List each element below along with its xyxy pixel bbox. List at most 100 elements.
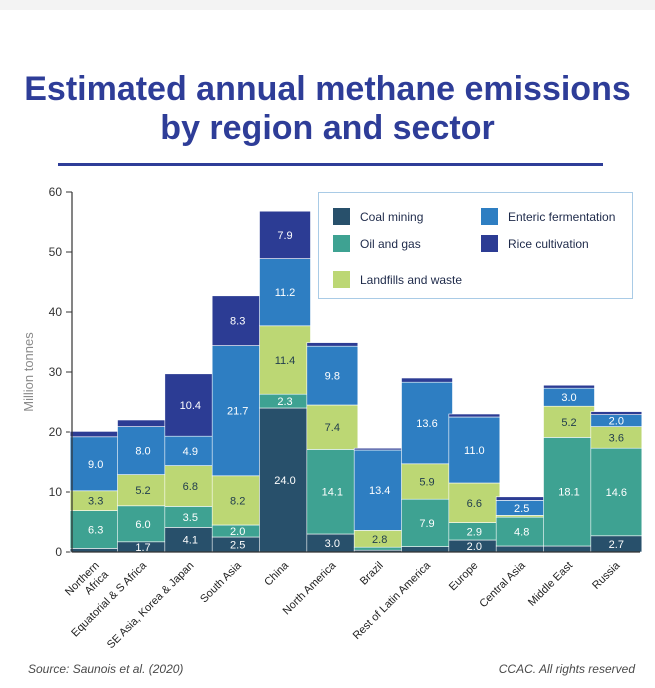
- bar-segment-rice: [164, 373, 217, 437]
- bar-segment-rice: [306, 342, 359, 347]
- data-label: 4.1: [183, 535, 198, 547]
- bar-segment-enteric: [401, 381, 453, 465]
- bar-segment-landfills: [259, 325, 311, 395]
- bar-segment-coal: [401, 546, 453, 553]
- bar-segment-rice: [448, 413, 501, 418]
- bar-segment-enteric: [259, 258, 311, 327]
- data-label: 5.2: [135, 485, 150, 497]
- data-label: 2.8: [372, 534, 387, 546]
- bar-segment-oilgas: [117, 505, 169, 543]
- bar-segment-rice: [211, 295, 264, 346]
- data-label: 13.4: [369, 485, 390, 497]
- data-label: 10.4: [180, 400, 201, 412]
- bar-segment-landfills: [543, 405, 595, 438]
- data-label: 5.9: [419, 477, 434, 489]
- bar-segment-landfills: [211, 475, 264, 526]
- legend-label: Enteric fermentation: [508, 209, 616, 224]
- data-label: 13.6: [416, 418, 437, 430]
- source-note: Source: Saunois et al. (2020): [28, 662, 184, 676]
- data-label: 2.0: [467, 541, 482, 553]
- bar-segment-oilgas: [69, 510, 122, 549]
- bar-segment-enteric: [353, 449, 406, 531]
- data-label: 9.0: [88, 459, 103, 471]
- bar-segment-oilgas: [495, 516, 548, 547]
- x-tick-label-line: Europe: [447, 560, 481, 594]
- data-label: 21.7: [227, 406, 248, 418]
- data-label: 3.5: [183, 512, 198, 524]
- y-tick-label: 0: [55, 545, 62, 559]
- bar-segment-coal: [495, 545, 548, 553]
- bar-segment-rice: [69, 431, 122, 438]
- data-label: 2.0: [230, 526, 245, 538]
- bar-segment-oilgas: [543, 437, 595, 547]
- data-label: 2.9: [467, 526, 482, 538]
- data-label: 8.3: [230, 316, 245, 328]
- data-label: 11.0: [464, 445, 485, 457]
- x-tick-label: Rest of Latin America: [351, 559, 434, 642]
- data-label: 3.3: [88, 496, 103, 508]
- x-tick-label: Central Asia: [477, 559, 528, 610]
- data-label: 7.9: [277, 230, 292, 242]
- x-tick-label-line: Brazil: [358, 560, 386, 588]
- data-label: 9.8: [325, 371, 340, 383]
- y-axis-title: Million tonnes: [21, 332, 36, 412]
- data-label: 4.8: [514, 527, 529, 539]
- x-tick-label: Middle East: [526, 560, 575, 609]
- legend-item-enteric-fermentation: Enteric fermentation: [481, 208, 615, 225]
- x-tick-label-line: Central Asia: [477, 559, 528, 610]
- bar-segment-coal: [259, 407, 311, 553]
- x-tick-label: South Asia: [198, 559, 244, 605]
- bar-segment-rice: [259, 210, 311, 259]
- data-label: 11.2: [275, 287, 296, 299]
- x-tick-label-line: Middle East: [526, 560, 575, 609]
- bar-segment-landfills: [448, 482, 501, 523]
- data-label: 6.0: [135, 519, 150, 531]
- bar-segment-rice: [590, 411, 643, 415]
- bar-segment-rice: [117, 419, 169, 427]
- data-label: 6.8: [183, 481, 198, 493]
- data-label: 2.5: [514, 503, 529, 515]
- bar-segment-landfills: [117, 474, 169, 507]
- data-label: 7.9: [419, 518, 434, 530]
- y-tick-label: 10: [49, 485, 63, 499]
- bar-segment-rice: [543, 384, 595, 389]
- bar-segment-enteric: [69, 436, 122, 492]
- data-label: 14.6: [606, 487, 627, 499]
- data-label: 4.9: [183, 446, 198, 458]
- data-label: 2.3: [277, 396, 292, 408]
- x-tick-label: Brazil: [358, 560, 386, 588]
- data-label: 3.0: [325, 538, 340, 550]
- bar-segment-landfills: [164, 465, 217, 507]
- x-tick-label-line: Rest of Latin America: [351, 559, 434, 642]
- legend-item-coal-mining: Coal mining: [333, 208, 423, 225]
- chart-title: Estimated annual methane emissions by reg…: [24, 70, 631, 147]
- data-label: 2.0: [609, 416, 624, 428]
- bar-segment-enteric: [164, 435, 217, 466]
- y-tick-label: 60: [49, 185, 63, 199]
- legend-swatch-oil-and-gas: [333, 235, 350, 252]
- data-label: 7.4: [325, 422, 340, 434]
- x-tick-label: China: [262, 559, 291, 588]
- data-label: 1.7: [135, 542, 150, 554]
- chart-legend: Coal mining Enteric fermentation Oil and…: [318, 192, 633, 299]
- data-label: 11.4: [275, 355, 296, 367]
- credit-note: CCAC. All rights reserved: [498, 662, 635, 676]
- data-label: 14.1: [322, 487, 343, 499]
- legend-swatch-coal-mining: [333, 208, 350, 225]
- data-label: 2.7: [609, 539, 624, 551]
- legend-item-oil-and-gas: Oil and gas: [333, 235, 421, 252]
- data-label: 5.2: [561, 417, 576, 429]
- data-label: 8.2: [230, 495, 245, 507]
- bar-segment-rice: [401, 377, 453, 383]
- bar-segment-enteric: [306, 345, 359, 406]
- legend-label: Rice cultivation: [508, 236, 589, 251]
- x-tick-label-line: China: [262, 559, 291, 588]
- bar-segment-rice: [353, 447, 406, 451]
- data-label: 18.1: [558, 487, 579, 499]
- y-tick-label: 20: [49, 425, 63, 439]
- data-label: 24.0: [274, 475, 295, 487]
- x-tick-label-line: Russia: [590, 559, 623, 592]
- data-label: 2.5: [230, 540, 245, 552]
- x-tick-label-line: SE Asia, Korea & Japan: [105, 560, 197, 652]
- legend-swatch-landfills-and-waste: [333, 271, 350, 288]
